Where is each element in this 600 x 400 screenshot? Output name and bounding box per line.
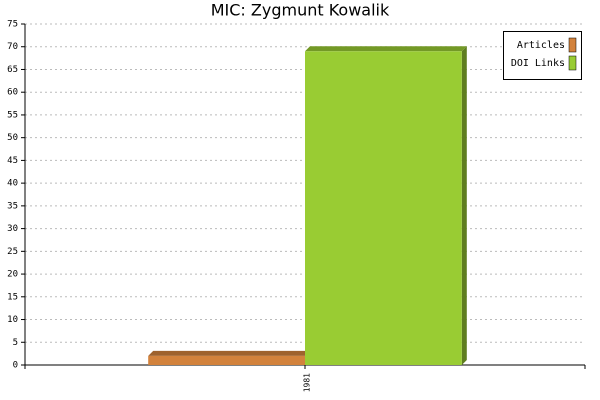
bar <box>305 51 462 365</box>
x-tick-label: 1981 <box>303 373 312 392</box>
bar-top <box>305 46 467 52</box>
y-tick-label: 30 <box>7 224 18 234</box>
y-tick-label: 25 <box>7 247 18 257</box>
legend-swatch <box>568 55 577 71</box>
y-tick-label: 20 <box>7 270 18 280</box>
y-tick-label: 40 <box>7 179 18 189</box>
y-tick-label: 35 <box>7 201 18 211</box>
y-tick-label: 60 <box>7 88 18 98</box>
y-tick-label: 65 <box>7 65 18 75</box>
bar <box>148 355 305 365</box>
legend-box <box>503 31 582 80</box>
y-tick-label: 55 <box>7 110 18 120</box>
legend-label: DOI Links <box>511 58 565 69</box>
bar-top <box>148 350 310 356</box>
y-tick-label: 10 <box>7 315 18 325</box>
y-tick-label: 70 <box>7 42 18 52</box>
legend-label: Articles <box>517 40 565 51</box>
y-tick-label: 0 <box>13 361 18 371</box>
y-tick-label: 45 <box>7 156 18 166</box>
legend-swatch <box>568 37 577 53</box>
y-tick-label: 5 <box>13 338 18 348</box>
y-tick-label: 50 <box>7 133 18 143</box>
y-tick-label: 75 <box>7 20 18 30</box>
chart-title: MIC: Zygmunt Kowalik <box>211 1 390 20</box>
y-tick-label: 15 <box>7 292 18 302</box>
bar-side <box>461 46 467 365</box>
